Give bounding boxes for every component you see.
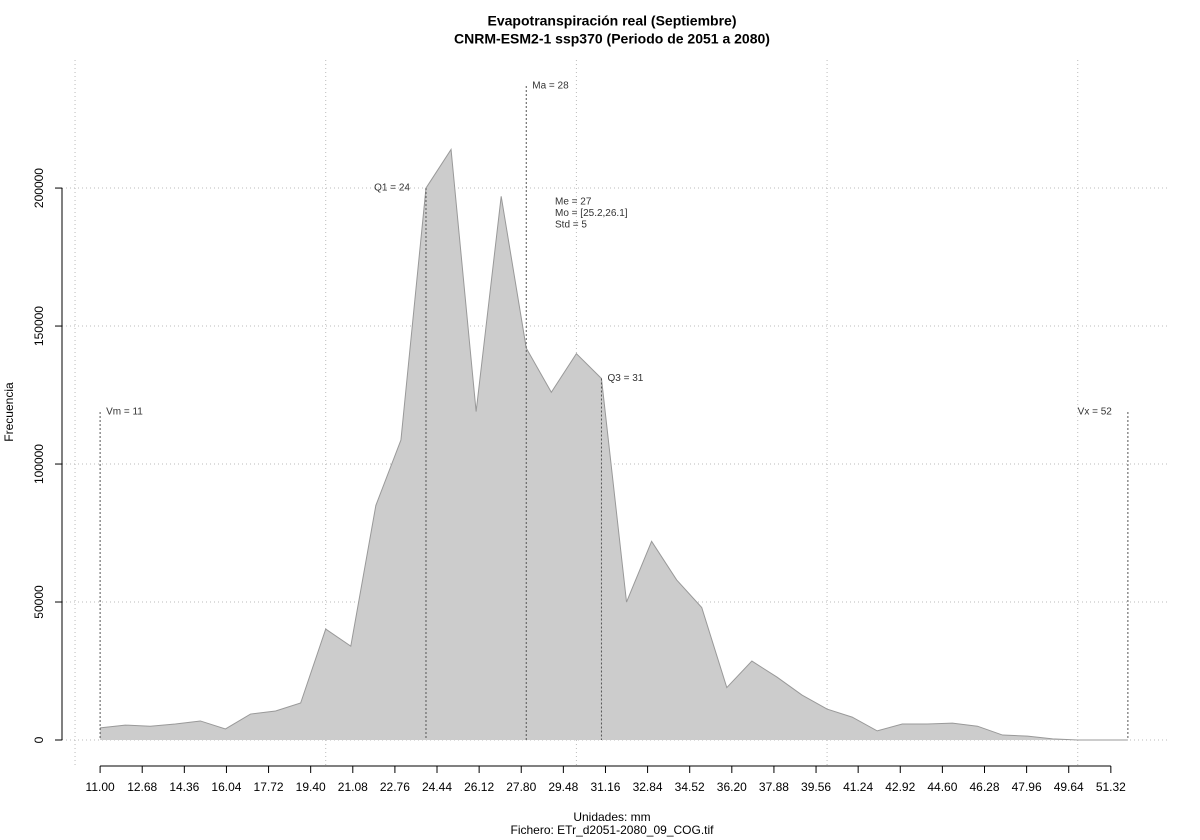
x-tick-label: 32.84: [633, 780, 663, 794]
x-tick-label: 37.88: [759, 780, 789, 794]
x-tick-label: 11.00: [86, 780, 115, 794]
x-tick-label: 24.44: [422, 780, 452, 794]
y-axis-label: Frecuencia: [2, 382, 16, 442]
caption: Fichero: ETr_d2051-2080_09_COG.tif: [511, 823, 715, 837]
x-tick-label: 47.96: [1012, 780, 1042, 794]
x-tick-label: 41.24: [843, 780, 873, 794]
chart-subtitle: CNRM-ESM2-1 ssp370 (Periodo de 2051 a 20…: [454, 31, 770, 47]
area-fill: [100, 149, 1128, 741]
x-tick-label: 44.60: [927, 780, 957, 794]
x-axis-label: Unidades: mm: [573, 810, 650, 824]
x-tick-label: 16.04: [211, 780, 241, 794]
y-tick-label: 150000: [32, 306, 46, 346]
x-tick-label: 19.40: [296, 780, 326, 794]
x-tick-label: 22.76: [380, 780, 410, 794]
x-tick-label: 12.68: [127, 780, 157, 794]
x-tick-label: 46.28: [969, 780, 999, 794]
y-tick-label: 0: [32, 736, 46, 743]
x-tick-label: 34.52: [675, 780, 705, 794]
x-tick-label: 31.16: [590, 780, 620, 794]
annotation-label: Q1 = 24: [374, 183, 410, 194]
x-tick-label: 26.12: [464, 780, 494, 794]
x-tick-label: 27.80: [506, 780, 536, 794]
x-tick-label: 17.72: [254, 780, 284, 794]
x-tick-label: 42.92: [885, 780, 915, 794]
x-tick-label: 39.56: [801, 780, 831, 794]
annotation-label: Q3 = 31: [607, 373, 643, 384]
stat-label: Std = 5: [555, 220, 587, 231]
annotation-label: Ma = 28: [532, 81, 569, 92]
chart-title: Evapotranspiración real (Septiembre): [488, 13, 737, 29]
area-line: [100, 147, 1128, 741]
y-tick-label: 200000: [32, 168, 46, 208]
x-tick-label: 21.08: [338, 780, 368, 794]
y-tick-label: 50000: [32, 585, 46, 619]
x-tick-label: 49.64: [1054, 780, 1084, 794]
y-tick-label: 100000: [32, 444, 46, 484]
annotation-label: Vx = 52: [1078, 407, 1113, 418]
x-tick-label: 14.36: [169, 780, 199, 794]
x-tick-label: 29.48: [548, 780, 578, 794]
x-tick-label: 36.20: [717, 780, 747, 794]
annotation-label: Vm = 11: [106, 407, 143, 418]
stat-label: Me = 27: [555, 197, 592, 208]
x-tick-label: 51.32: [1096, 780, 1126, 794]
stat-label: Mo = [25.2,26.1]: [555, 208, 628, 219]
